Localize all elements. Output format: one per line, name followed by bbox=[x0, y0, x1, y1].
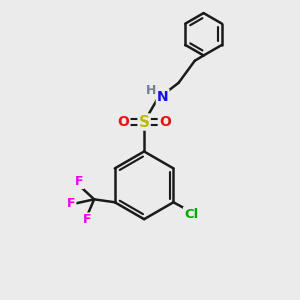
Text: F: F bbox=[67, 197, 76, 210]
Text: O: O bbox=[118, 115, 129, 129]
Text: Cl: Cl bbox=[184, 208, 198, 220]
Text: F: F bbox=[75, 175, 83, 188]
Text: F: F bbox=[82, 213, 91, 226]
Text: H: H bbox=[146, 84, 156, 97]
Text: S: S bbox=[139, 115, 150, 130]
Text: O: O bbox=[159, 115, 171, 129]
Text: N: N bbox=[157, 90, 169, 104]
